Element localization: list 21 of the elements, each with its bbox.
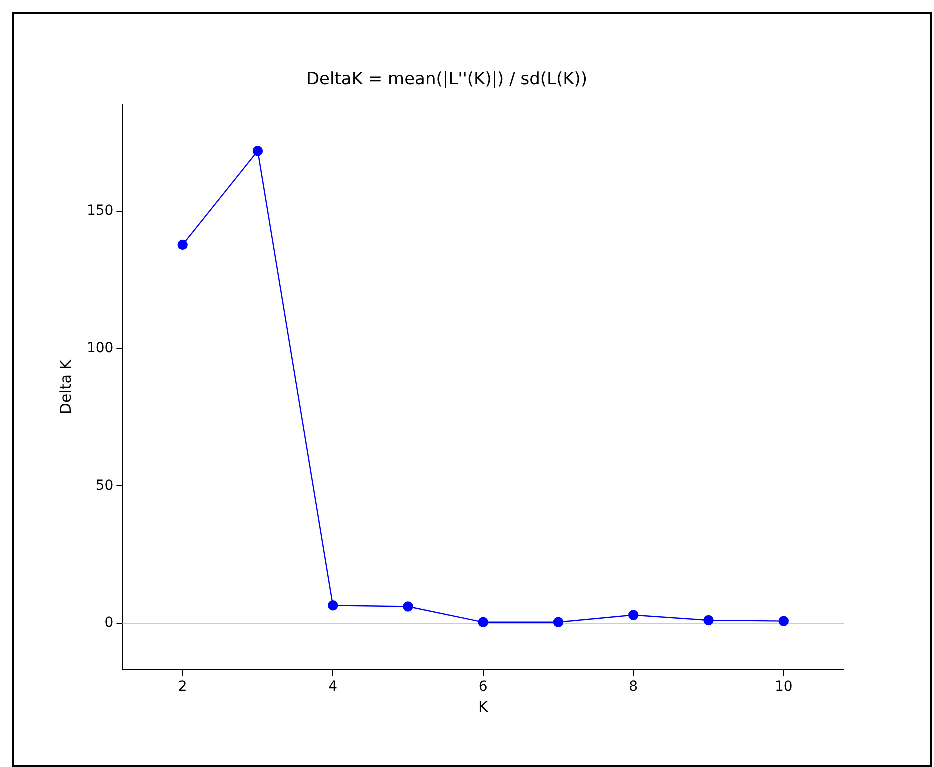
x-tick-label: 8 <box>629 679 638 696</box>
point <box>778 616 789 626</box>
x-tick-label: 10 <box>774 679 793 696</box>
y-tick-label: 100 <box>86 340 114 356</box>
point <box>553 617 564 628</box>
point <box>328 600 338 611</box>
point <box>403 602 414 612</box>
x-tick-label: 4 <box>328 679 338 696</box>
y-axis-title: Delta K <box>56 358 75 415</box>
point <box>478 617 488 628</box>
chart-title: DeltaK = mean(|L''(K)|) / sd(L(K)) <box>306 70 588 90</box>
y-tick-label: 0 <box>104 615 114 632</box>
point <box>252 146 264 156</box>
y-tick-label: 150 <box>86 203 114 220</box>
x-axis-title: K <box>478 698 490 716</box>
y-tick-label: 50 <box>96 478 114 494</box>
point <box>628 610 639 620</box>
point <box>704 615 714 626</box>
point <box>178 240 188 250</box>
x-tick-label: 6 <box>478 679 488 696</box>
x-tick-label: 2 <box>178 679 188 696</box>
